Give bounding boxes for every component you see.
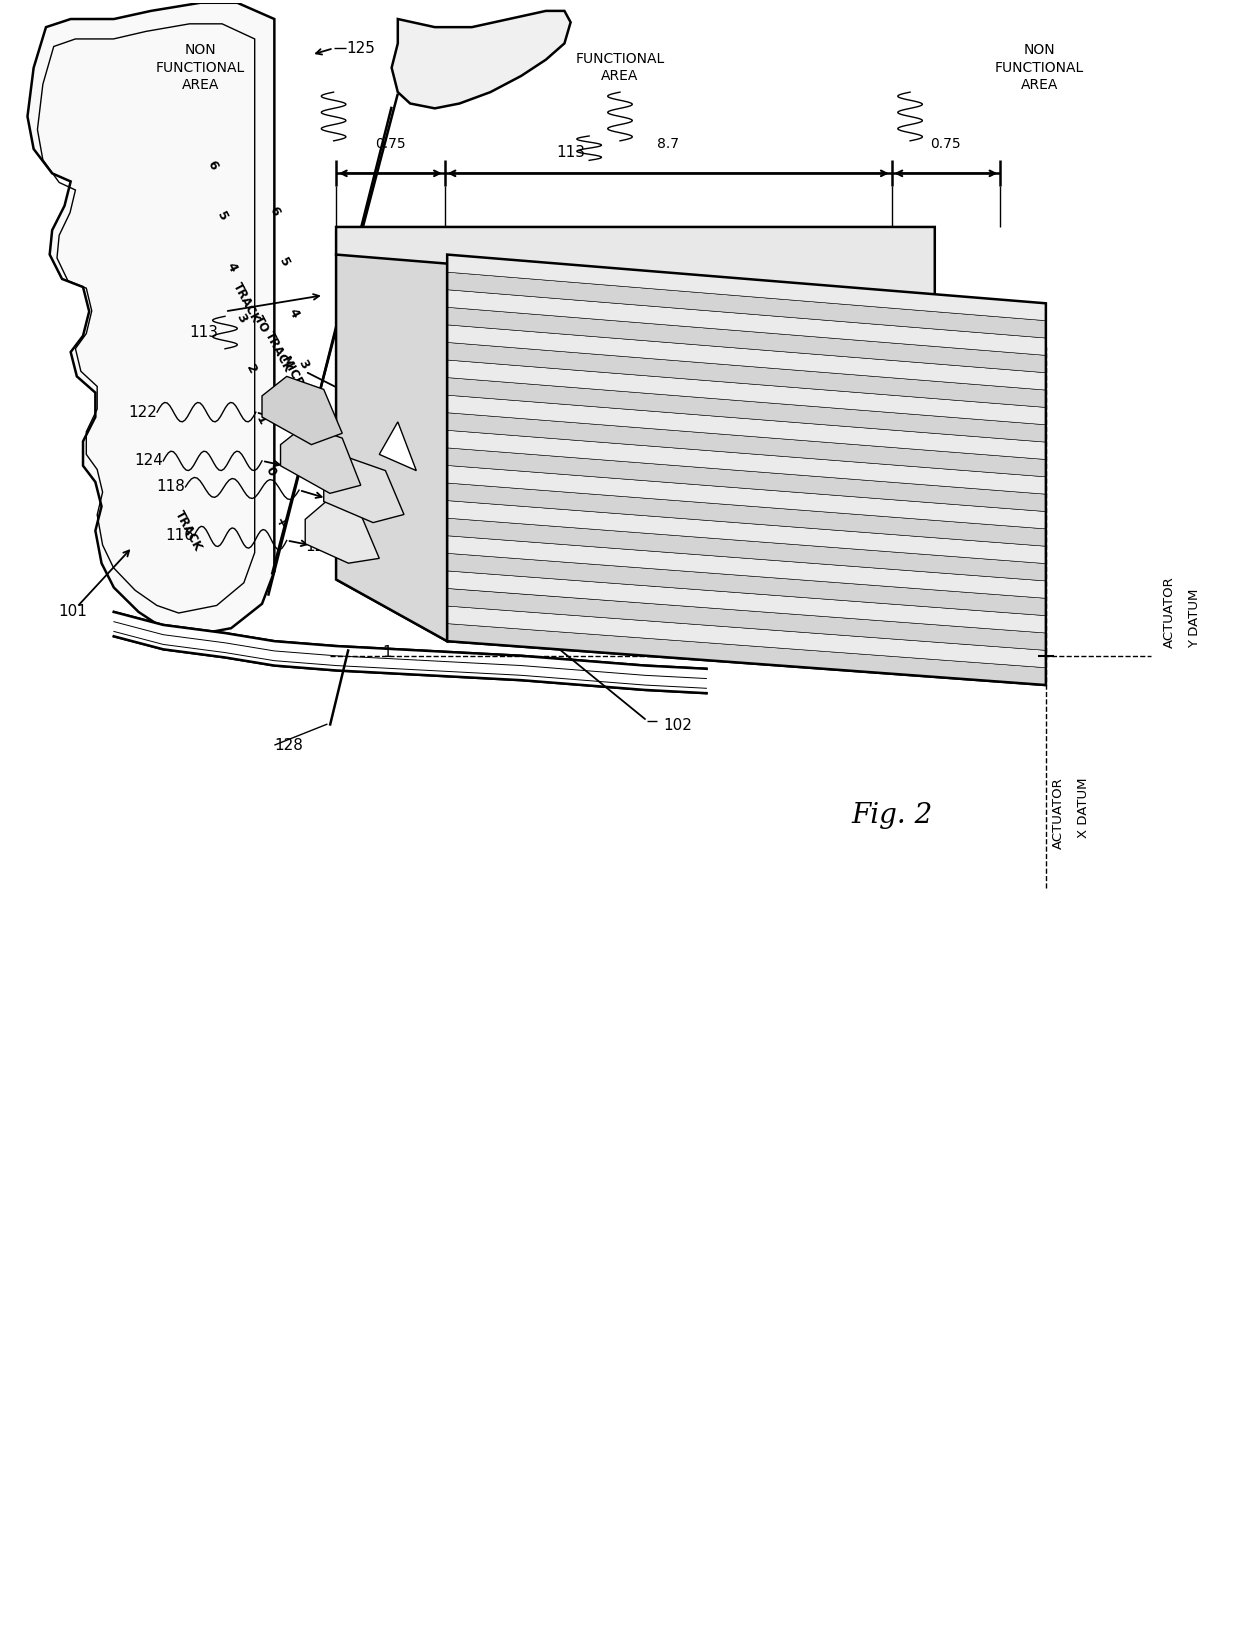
Polygon shape	[448, 518, 1045, 580]
Polygon shape	[392, 11, 570, 108]
Text: TRACK: TRACK	[262, 329, 294, 375]
Text: 2: 2	[305, 408, 321, 422]
Polygon shape	[448, 360, 1045, 425]
Text: 3: 3	[295, 357, 311, 370]
Text: 4: 4	[224, 261, 239, 274]
Text: +: +	[273, 515, 289, 530]
Polygon shape	[280, 425, 361, 494]
Text: 6: 6	[205, 158, 221, 173]
Polygon shape	[448, 378, 1045, 442]
Text: 2: 2	[243, 362, 259, 377]
Polygon shape	[324, 458, 404, 523]
Text: 16: 16	[954, 645, 972, 660]
Polygon shape	[379, 422, 417, 471]
Polygon shape	[448, 624, 1045, 685]
Polygon shape	[448, 272, 1045, 337]
Text: 1: 1	[315, 460, 331, 473]
Text: 124: 124	[134, 453, 164, 468]
Text: TRACK: TRACK	[229, 280, 262, 326]
Text: Fig. 2: Fig. 2	[851, 802, 932, 828]
Text: 0.75: 0.75	[374, 137, 405, 150]
Text: 101: 101	[58, 605, 87, 619]
Text: 128: 128	[274, 738, 304, 753]
Text: NON
FUNCTIONAL
AREA: NON FUNCTIONAL AREA	[156, 44, 246, 91]
Text: 116: 116	[165, 528, 195, 543]
Text: 125: 125	[346, 41, 374, 55]
Text: NON
FUNCTIONAL
AREA: NON FUNCTIONAL AREA	[994, 44, 1084, 91]
Text: -: -	[335, 562, 350, 574]
Polygon shape	[448, 342, 1045, 408]
Polygon shape	[305, 499, 379, 564]
Text: MICRONS: MICRONS	[279, 354, 320, 416]
Polygon shape	[27, 3, 274, 636]
Text: 5: 5	[215, 209, 231, 223]
Polygon shape	[448, 448, 1045, 512]
Polygon shape	[336, 254, 448, 641]
Text: 0: 0	[263, 465, 279, 479]
Text: FUNCTIONAL
AREA: FUNCTIONAL AREA	[575, 52, 665, 83]
Text: 8.7: 8.7	[657, 137, 680, 150]
Text: 1: 1	[382, 645, 392, 660]
Text: X DATUM: X DATUM	[1076, 778, 1090, 838]
Text: 113: 113	[556, 145, 585, 160]
Text: 1: 1	[253, 414, 269, 427]
Polygon shape	[336, 227, 935, 303]
Polygon shape	[448, 466, 1045, 528]
Text: 102: 102	[663, 719, 692, 734]
Text: 6: 6	[267, 204, 283, 217]
Text: 3: 3	[234, 311, 249, 326]
Text: 113: 113	[190, 324, 218, 341]
Polygon shape	[336, 579, 1045, 685]
Text: 0: 0	[325, 510, 340, 523]
Text: 5: 5	[277, 254, 291, 269]
Polygon shape	[448, 482, 1045, 546]
Text: TO: TO	[250, 313, 270, 336]
Text: 113: 113	[1016, 311, 1044, 328]
Polygon shape	[262, 377, 342, 445]
Polygon shape	[448, 588, 1045, 650]
Text: 123: 123	[305, 540, 335, 554]
Polygon shape	[448, 606, 1045, 668]
Polygon shape	[448, 430, 1045, 494]
Text: 0.75: 0.75	[930, 137, 961, 150]
Polygon shape	[448, 324, 1045, 390]
Polygon shape	[448, 308, 1045, 373]
Polygon shape	[448, 290, 1045, 355]
Polygon shape	[448, 536, 1045, 598]
Text: Y DATUM: Y DATUM	[1188, 588, 1200, 647]
Text: 122: 122	[128, 404, 157, 419]
Text: 4: 4	[286, 306, 301, 319]
Text: 112: 112	[580, 248, 610, 262]
Text: TRACK: TRACK	[172, 509, 205, 553]
Polygon shape	[114, 611, 707, 693]
Text: ACTUATOR: ACTUATOR	[1163, 575, 1177, 647]
Text: ACTUATOR: ACTUATOR	[1052, 778, 1065, 849]
Polygon shape	[448, 553, 1045, 616]
Text: 113: 113	[744, 593, 773, 608]
Polygon shape	[448, 394, 1045, 460]
Polygon shape	[448, 254, 1045, 321]
Text: 118: 118	[156, 479, 186, 494]
Text: 111: 111	[480, 593, 508, 608]
Polygon shape	[448, 412, 1045, 478]
Text: 10.2: 10.2	[727, 616, 760, 631]
Polygon shape	[448, 570, 1045, 632]
Polygon shape	[448, 500, 1045, 564]
